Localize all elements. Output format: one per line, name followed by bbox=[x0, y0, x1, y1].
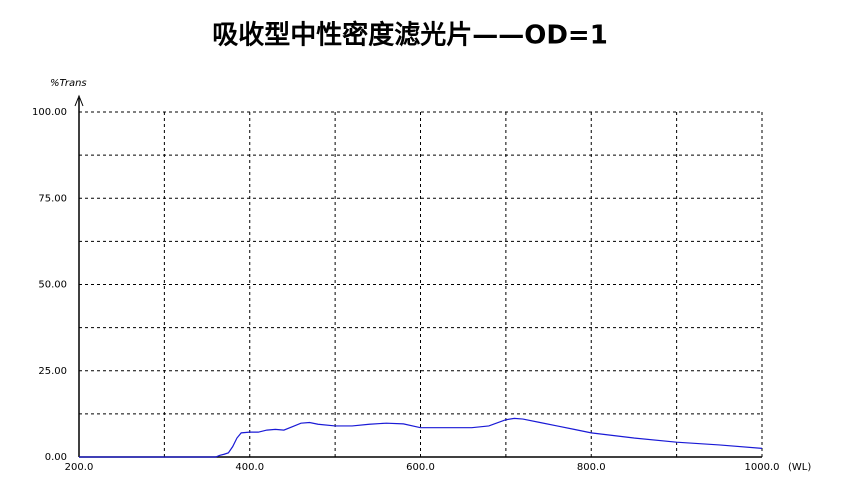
data-line bbox=[79, 417, 763, 458]
x-tick-label: 1000.0 bbox=[745, 462, 780, 473]
y-tick-label: 25.00 bbox=[38, 366, 67, 377]
chart-title: 吸收型中性密度滤光片——OD=1 bbox=[212, 20, 608, 51]
y-axis-arrow bbox=[74, 94, 84, 107]
y-axis-label: %Trans bbox=[50, 78, 87, 89]
x-tick-label: 400.0 bbox=[235, 462, 264, 473]
x-axis-label: (WL) bbox=[788, 462, 811, 473]
x-tick-label: 600.0 bbox=[406, 462, 435, 473]
y-tick-label: 0.00 bbox=[45, 452, 67, 463]
x-tick-label: 200.0 bbox=[65, 462, 94, 473]
y-tick-label: 50.00 bbox=[38, 280, 67, 291]
y-tick-label: 100.00 bbox=[32, 107, 67, 118]
x-tick-label: 800.0 bbox=[577, 462, 606, 473]
y-tick-label: 75.00 bbox=[38, 193, 67, 204]
